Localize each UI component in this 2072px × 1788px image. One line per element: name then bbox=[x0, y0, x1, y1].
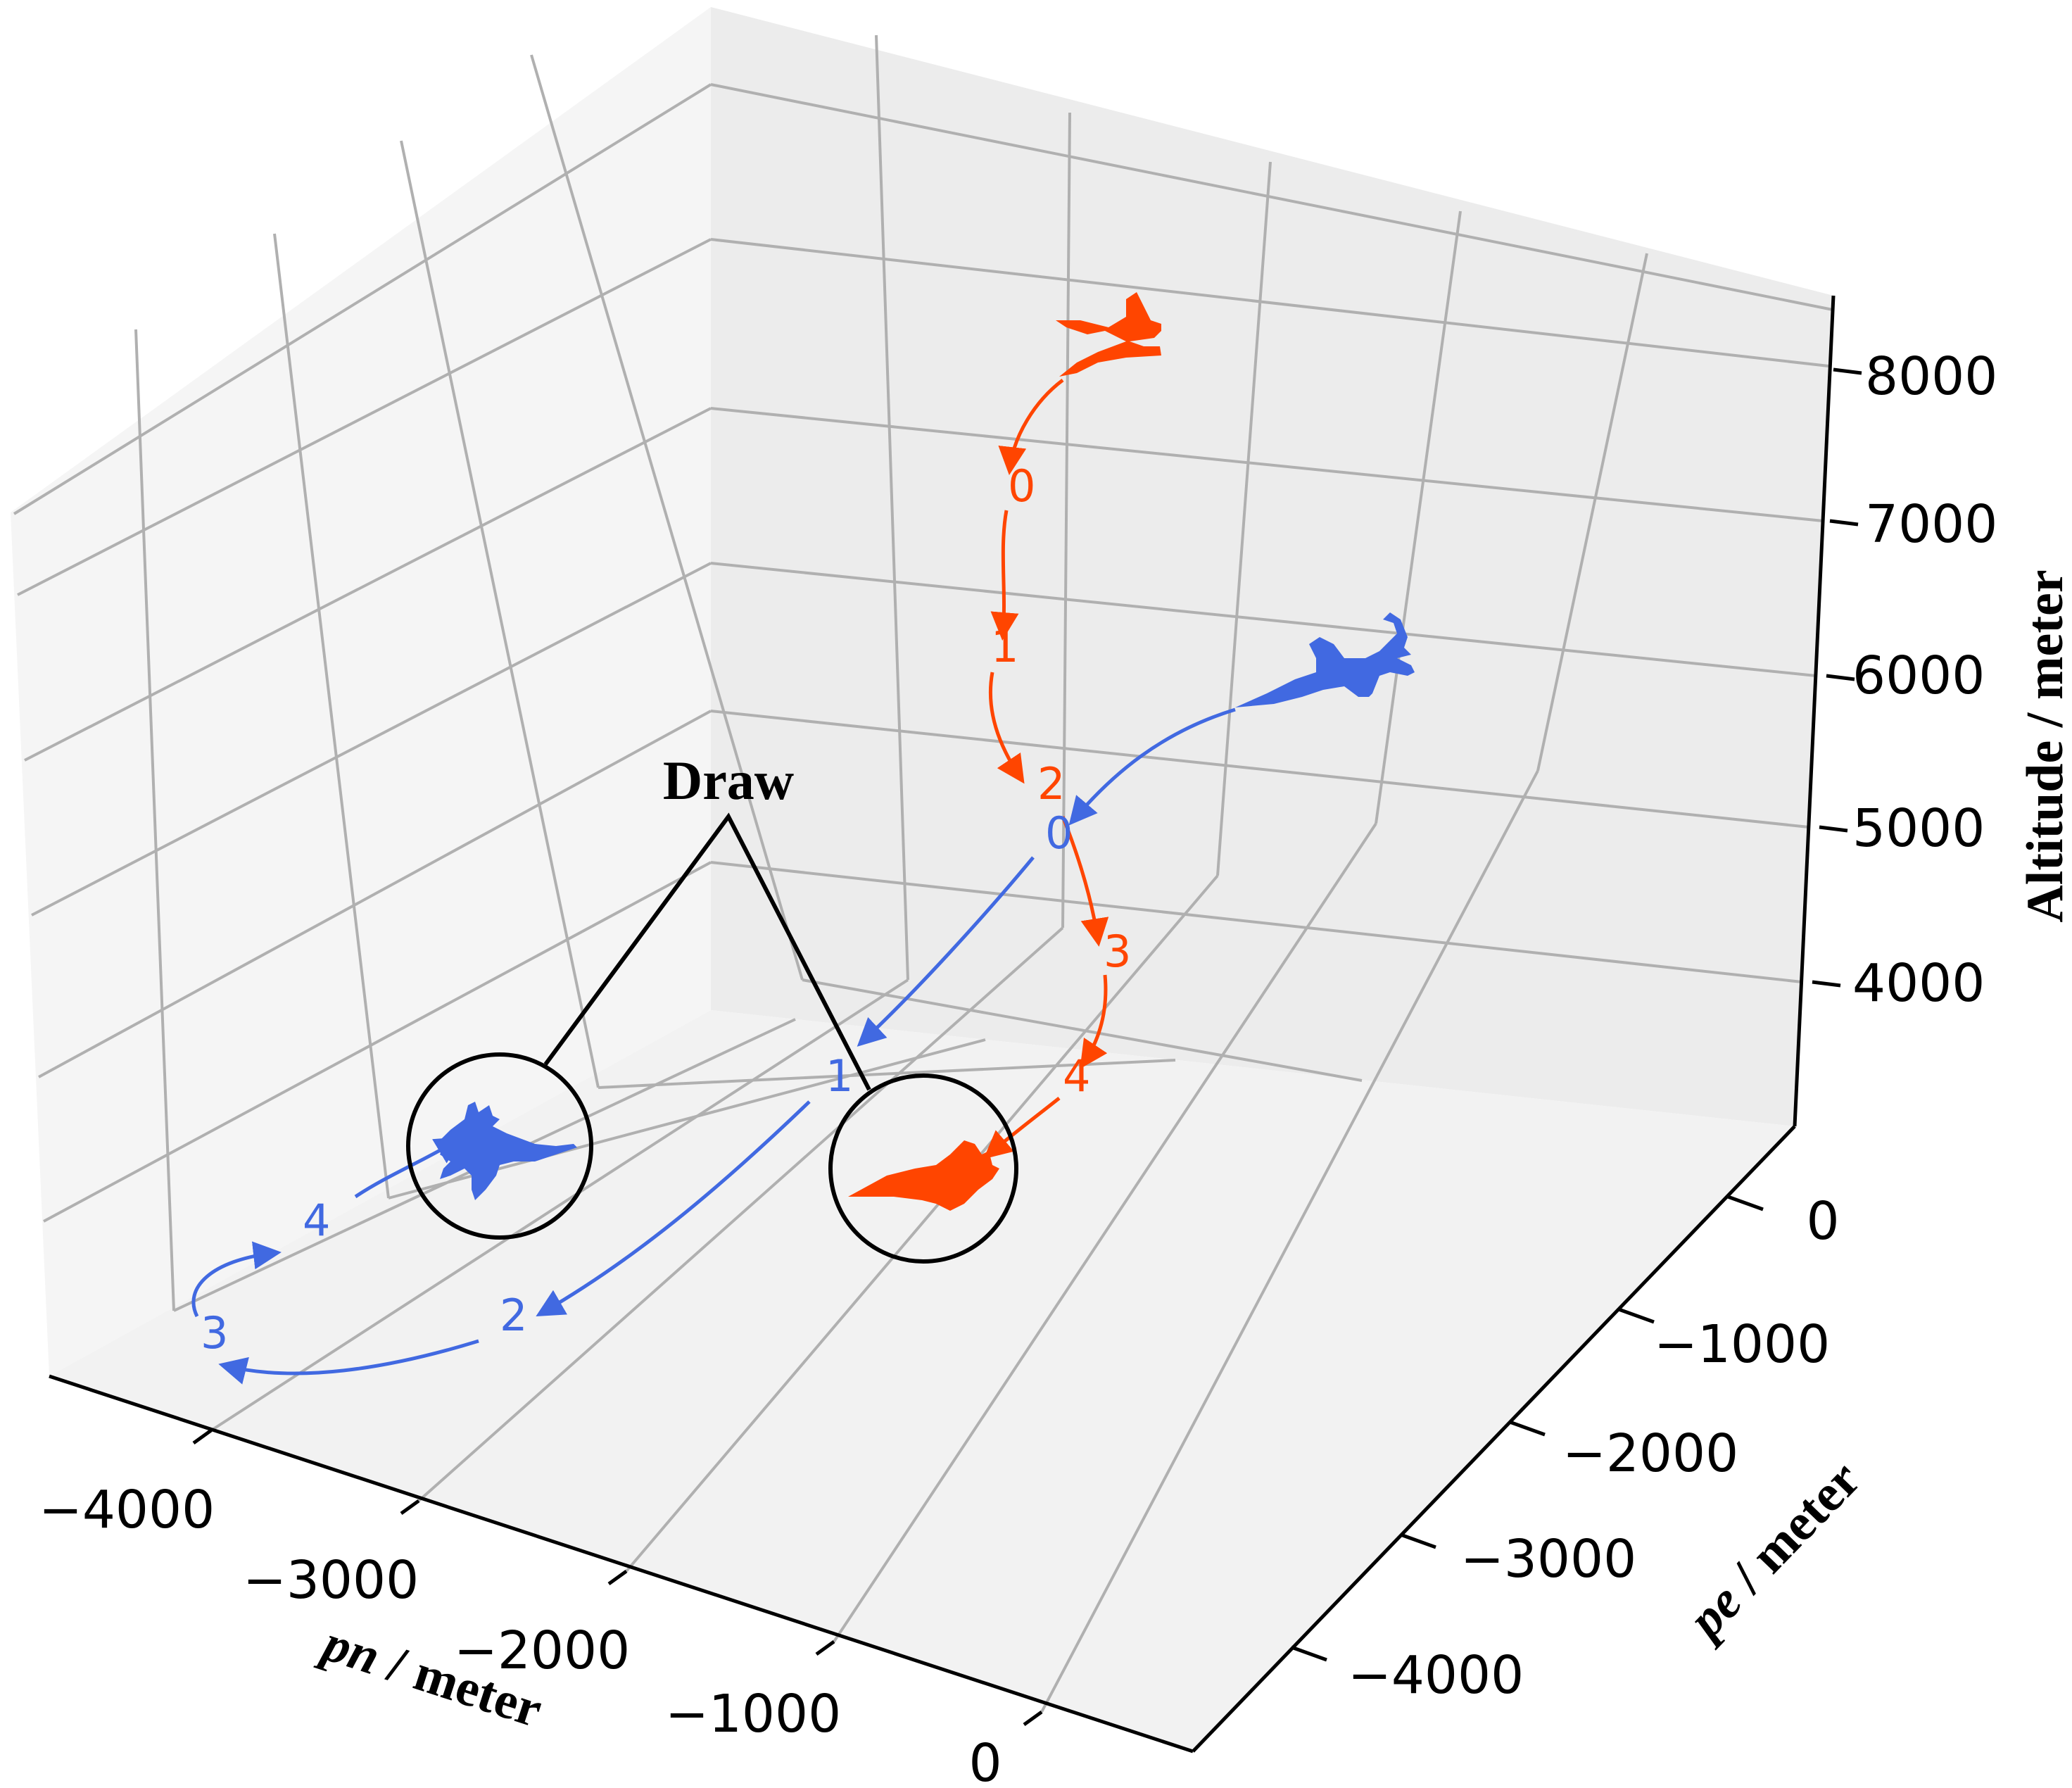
red-waypoint-label: 2 bbox=[1037, 758, 1065, 810]
altitude-tick-label: 6000 bbox=[1852, 646, 1985, 706]
red-segment bbox=[998, 379, 1064, 475]
red-segment bbox=[1061, 816, 1109, 947]
red-segment bbox=[990, 510, 1019, 641]
blue-waypoint-label: 2 bbox=[500, 1290, 527, 1341]
blue-waypoint-label: 3 bbox=[201, 1307, 228, 1359]
right-wall-grid-line bbox=[875, 34, 1648, 981]
red-waypoint-label: 1 bbox=[991, 621, 1018, 672]
pn-tick-label: −1000 bbox=[665, 1684, 841, 1744]
pe-tick-label: −4000 bbox=[1348, 1645, 1524, 1706]
blue-aircraft-icon bbox=[1235, 612, 1415, 707]
blue-segment bbox=[536, 1100, 811, 1316]
red-trajectory bbox=[983, 379, 1109, 1159]
altitude-tick-label: 4000 bbox=[1852, 953, 1985, 1014]
pn-tick-label: −4000 bbox=[39, 1480, 215, 1540]
pn-tick-label: −2000 bbox=[454, 1620, 630, 1681]
blue-aircraft-icon bbox=[436, 1102, 577, 1200]
pe-tick-labels: 0 −1000 −2000 −3000 −4000 bbox=[1348, 1191, 1840, 1706]
blue-segment bbox=[1068, 707, 1236, 826]
right-wall-grid-line bbox=[710, 83, 1833, 983]
blue-waypoint-label: 4 bbox=[303, 1195, 330, 1246]
pn-tick-label: −3000 bbox=[243, 1550, 419, 1611]
back-right-pane bbox=[711, 7, 1833, 1126]
pe-tick-label: −3000 bbox=[1460, 1529, 1636, 1589]
altitude-axis-title: Altitude / meter bbox=[2016, 569, 2072, 922]
blue-waypoint-label: 0 bbox=[1045, 807, 1073, 859]
altitude-axis-line bbox=[1793, 295, 1836, 1127]
blue-waypoint-label: 1 bbox=[826, 1050, 853, 1102]
blue-aircraft-icon bbox=[436, 612, 1415, 1200]
pe-tick-label: −2000 bbox=[1562, 1423, 1738, 1484]
red-segment bbox=[983, 1097, 1061, 1159]
red-waypoint-labels: 0 1 2 3 4 bbox=[991, 460, 1131, 1102]
altitude-tick-labels: 4000 5000 6000 7000 8000 bbox=[1852, 346, 1997, 1014]
left-wall-grid-line bbox=[134, 54, 804, 1311]
pe-tick-label: −1000 bbox=[1654, 1314, 1830, 1375]
blue-segment bbox=[218, 1339, 479, 1385]
red-waypoint-label: 0 bbox=[1008, 460, 1035, 512]
blue-segment bbox=[191, 1241, 282, 1318]
pn-tick bbox=[192, 1428, 1043, 1727]
red-segment bbox=[1080, 974, 1108, 1069]
blue-waypoint-labels: 0 1 2 3 4 bbox=[201, 807, 1073, 1359]
pn-tick-labels: −4000 −3000 −2000 −1000 0 bbox=[39, 1480, 1002, 1788]
pn-tick-label: 0 bbox=[968, 1733, 1002, 1788]
pe-tick-label: 0 bbox=[1806, 1191, 1839, 1252]
red-aircraft-icon bbox=[848, 292, 1161, 1211]
draw-annotation-text: Draw bbox=[663, 750, 794, 811]
red-aircraft-icon bbox=[1056, 292, 1161, 377]
pe-tick bbox=[1291, 1195, 1764, 1662]
red-aircraft-icon bbox=[848, 1140, 999, 1211]
red-waypoint-label: 4 bbox=[1063, 1050, 1090, 1102]
altitude-tick-label: 8000 bbox=[1865, 346, 1997, 407]
red-waypoint-label: 3 bbox=[1104, 926, 1131, 977]
annotation-circle-blue bbox=[406, 1052, 593, 1240]
altitude-tick bbox=[1812, 367, 1862, 988]
tick-marks bbox=[192, 367, 1862, 1727]
left-wall-grid-line bbox=[13, 83, 712, 1223]
annotation-circle-red bbox=[828, 1074, 1018, 1264]
draw-annotation bbox=[406, 812, 1018, 1264]
red-segment bbox=[988, 672, 1025, 784]
annotation-leader-lines bbox=[543, 812, 871, 1091]
floor-pane bbox=[49, 1010, 1795, 1751]
pn-axis-line bbox=[49, 1374, 1194, 1754]
altitude-tick-label: 5000 bbox=[1852, 798, 1985, 859]
blue-segment bbox=[857, 856, 1035, 1047]
grid-lines bbox=[13, 34, 1833, 1713]
floor-grid-line bbox=[210, 770, 1539, 1713]
back-left-pane bbox=[11, 7, 711, 1376]
axis-panes bbox=[11, 7, 1833, 1751]
altitude-tick-label: 7000 bbox=[1865, 494, 1997, 555]
